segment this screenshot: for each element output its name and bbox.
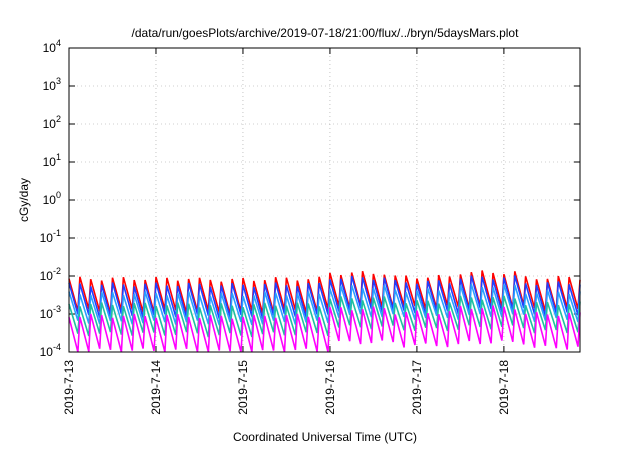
y-tick-label: 104: [43, 38, 61, 55]
x-tick-label: 2019-7-14: [149, 360, 163, 415]
x-tick-labels: 2019-7-13 2019-7-14 2019-7-15 2019-7-16 2019…: [62, 360, 511, 415]
x-tick-label: 2019-7-18: [497, 360, 511, 415]
series-layer: [68, 270, 581, 353]
plot-frame: [68, 47, 581, 353]
y-tick-label: 10-3: [40, 304, 61, 321]
y-tick-label: 10-2: [40, 266, 61, 283]
y-tick-label: 100: [43, 190, 61, 207]
chart-title: /data/run/goesPlots/archive/2019-07-18/2…: [132, 26, 520, 40]
x-tick-label: 2019-7-17: [410, 360, 424, 415]
x-tick-label: 2019-7-16: [323, 360, 337, 415]
x-tick-label: 2019-7-13: [62, 360, 76, 415]
grid-layer: [68, 47, 580, 353]
x-axis-label: Coordinated Universal Time (UTC): [233, 430, 417, 444]
y-tick-label: 101: [43, 152, 61, 169]
y-tick-label: 10-4: [40, 342, 61, 359]
y-tick-label: 103: [43, 76, 61, 93]
y-axis-label: cGy/day: [17, 178, 31, 222]
y-tick-label: 10-1: [40, 228, 61, 245]
y-tick-labels: 10-4 10-3 10-2 10-1 100 101 102 103 104: [40, 38, 61, 359]
x-tick-label: 2019-7-15: [236, 360, 250, 415]
y-tick-label: 102: [43, 114, 61, 131]
